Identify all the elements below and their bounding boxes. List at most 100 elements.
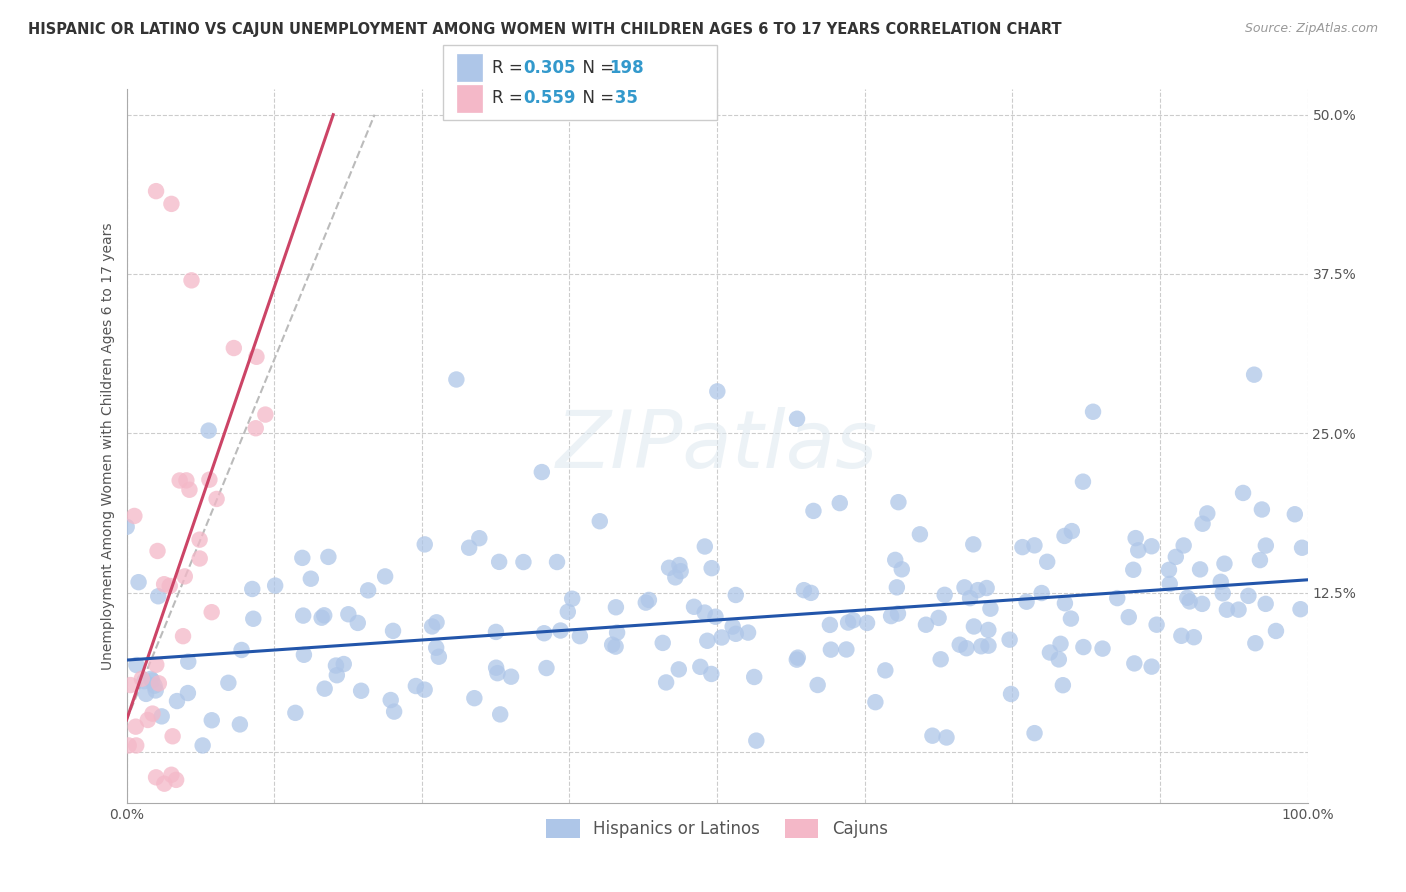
Point	[1191, 516, 1213, 531]
Point	[1265, 624, 1288, 638]
Point	[1197, 507, 1219, 521]
Point	[242, 612, 264, 626]
Point	[886, 580, 908, 594]
Point	[1118, 610, 1140, 624]
Point	[1015, 595, 1038, 609]
Point	[724, 588, 747, 602]
Point	[589, 514, 612, 528]
Point	[1237, 589, 1260, 603]
Point	[420, 619, 443, 633]
Point	[1060, 612, 1083, 626]
Point	[326, 668, 349, 682]
Point	[786, 411, 808, 425]
Point	[1140, 659, 1163, 673]
Point	[1053, 529, 1076, 543]
Point	[197, 424, 219, 438]
Point	[1024, 538, 1046, 552]
Point	[162, 729, 184, 743]
Point	[231, 643, 253, 657]
Point	[198, 473, 221, 487]
Text: N =: N =	[572, 59, 620, 77]
Point	[1254, 597, 1277, 611]
Point	[800, 586, 823, 600]
Point	[1232, 486, 1254, 500]
Point	[669, 564, 692, 578]
Text: R =: R =	[492, 89, 529, 107]
Point	[710, 631, 733, 645]
Point	[125, 739, 148, 753]
Point	[1284, 508, 1306, 522]
Point	[264, 578, 287, 592]
Point	[1189, 562, 1212, 576]
Point	[546, 555, 568, 569]
Text: 0.559: 0.559	[523, 89, 575, 107]
Point	[704, 609, 727, 624]
Point	[689, 660, 711, 674]
Point	[655, 675, 678, 690]
Point	[651, 636, 673, 650]
Point	[125, 658, 148, 673]
Point	[222, 341, 245, 355]
Point	[638, 593, 661, 607]
Point	[191, 739, 214, 753]
Point	[706, 384, 728, 399]
Point	[128, 575, 150, 590]
Point	[977, 639, 1000, 653]
Point	[425, 615, 447, 630]
Point	[1216, 603, 1239, 617]
Point	[145, 683, 167, 698]
Point	[880, 609, 903, 624]
Point	[865, 695, 887, 709]
Point	[1146, 617, 1168, 632]
Point	[201, 605, 224, 619]
Point	[141, 706, 163, 721]
Point	[1243, 368, 1265, 382]
Point	[485, 661, 508, 675]
Point	[488, 555, 510, 569]
Text: 0.305: 0.305	[523, 59, 575, 77]
Point	[166, 694, 188, 708]
Point	[1081, 405, 1104, 419]
Point	[530, 465, 553, 479]
Point	[172, 629, 194, 643]
Text: HISPANIC OR LATINO VS CAJUN UNEMPLOYMENT AMONG WOMEN WITH CHILDREN AGES 6 TO 17 : HISPANIC OR LATINO VS CAJUN UNEMPLOYMENT…	[28, 22, 1062, 37]
Point	[786, 650, 808, 665]
Point	[150, 709, 173, 723]
Point	[135, 687, 157, 701]
Point	[318, 549, 340, 564]
Point	[561, 591, 583, 606]
Point	[837, 615, 859, 630]
Point	[955, 641, 977, 656]
Point	[962, 537, 984, 551]
Point	[1212, 586, 1234, 600]
Point	[357, 583, 380, 598]
Point	[1053, 596, 1076, 610]
Point	[820, 642, 842, 657]
Point	[1011, 540, 1033, 554]
Point	[1052, 678, 1074, 692]
Point	[949, 638, 972, 652]
Point	[153, 777, 176, 791]
Point	[1250, 502, 1272, 516]
Point	[188, 551, 211, 566]
Point	[693, 606, 716, 620]
Point	[486, 666, 509, 681]
Point	[1091, 641, 1114, 656]
Point	[136, 713, 159, 727]
Point	[721, 619, 744, 633]
Point	[1175, 591, 1198, 605]
Point	[1182, 630, 1205, 644]
Point	[485, 624, 508, 639]
Point	[835, 642, 858, 657]
Text: ZIPatlas: ZIPatlas	[555, 407, 879, 485]
Point	[1047, 652, 1070, 666]
Point	[977, 623, 1000, 637]
Point	[134, 674, 156, 689]
Point	[177, 655, 200, 669]
Point	[890, 562, 912, 576]
Point	[463, 691, 485, 706]
Point	[600, 638, 623, 652]
Point	[953, 580, 976, 594]
Point	[724, 627, 747, 641]
Point	[921, 729, 943, 743]
